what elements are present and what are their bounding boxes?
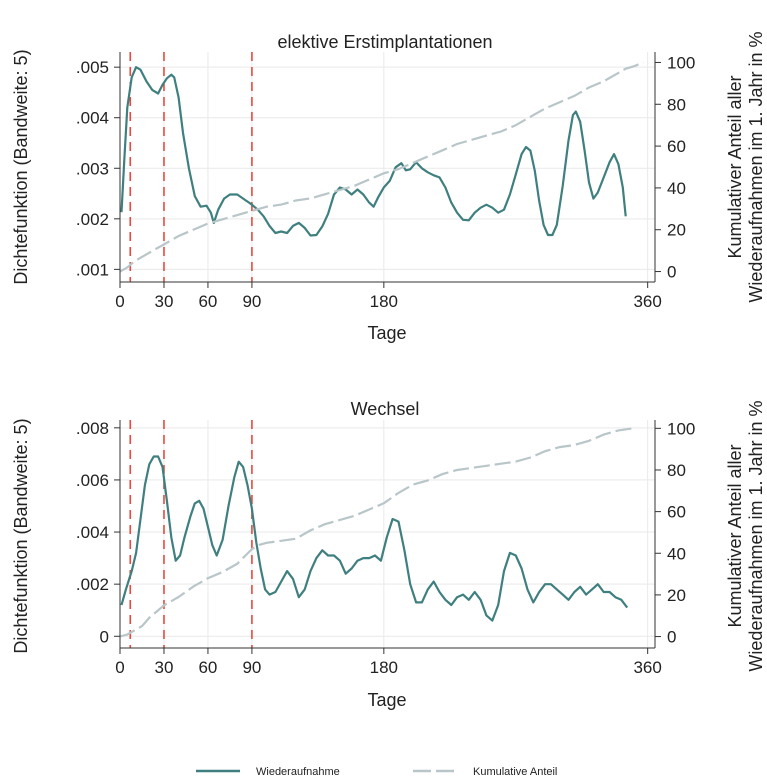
- x-axis-label: Tage: [367, 690, 406, 710]
- y-tick-label: .004: [76, 523, 109, 542]
- chart-title: Wechsel: [351, 399, 420, 419]
- x-tick-label: 360: [633, 292, 661, 311]
- y-tick-label: .002: [76, 575, 109, 594]
- chart-panel-wechsel: Wechsel 0 30 60 90 180 360 0 .002 .004 .006 .008 0 2…: [11, 399, 766, 710]
- y2-tick-label: 20: [667, 221, 686, 240]
- y2-tick-label: 0: [667, 628, 676, 647]
- y2-tick-label: 80: [667, 95, 686, 114]
- legend: Wiederaufnahme Kumulative Anteil: [196, 766, 557, 778]
- x-tick-label: 0: [115, 658, 124, 677]
- x-tick-label: 30: [155, 292, 174, 311]
- x-tick-label: 90: [242, 658, 261, 677]
- y2-tick-label: 100: [667, 419, 695, 438]
- y-tick-label: 0: [100, 627, 109, 646]
- series-line-kumulative-anteil: [119, 61, 644, 273]
- y-axis-label: Dichtefunktion (Bandweite: 5): [11, 49, 31, 284]
- y-tick-label: .004: [76, 109, 109, 128]
- y-tick-label: .005: [76, 58, 109, 77]
- x-tick-label: 60: [198, 292, 217, 311]
- y2-tick-label: 20: [667, 586, 686, 605]
- x-tick-label: 180: [370, 292, 398, 311]
- y-tick-label: .002: [76, 210, 109, 229]
- x-tick-label: 90: [242, 292, 261, 311]
- y2-tick-label: 80: [667, 461, 686, 480]
- x-tick-label: 0: [115, 292, 124, 311]
- y2-axis-label-line1: Kumulativer Anteil aller: [725, 444, 745, 627]
- y-axis-label: Dichtefunktion (Bandweite: 5): [11, 418, 31, 653]
- y2-tick-label: 40: [667, 179, 686, 198]
- y2-tick-label: 100: [667, 53, 695, 72]
- y2-axis-label-line1: Kumulativer Anteil aller: [725, 75, 745, 258]
- y2-tick-label: 0: [667, 263, 676, 282]
- x-tick-label: 60: [198, 658, 217, 677]
- chart-panel-elective: elektive Erstimplantationen 0 30 60 90 180 36…: [11, 31, 766, 343]
- y-tick-label: .001: [76, 260, 109, 279]
- y-tick-label: .006: [76, 471, 109, 490]
- y2-tick-label: 60: [667, 137, 686, 156]
- y2-tick-label: 60: [667, 503, 686, 522]
- legend-label-kumulative-anteil: Kumulative Anteil: [473, 766, 557, 778]
- y2-tick-label: 40: [667, 544, 686, 563]
- y2-axis-label-line2: Wiederaufnahmen im 1. Jahr in %: [746, 400, 766, 671]
- y-tick-label: .008: [76, 419, 109, 438]
- x-axis-label: Tage: [367, 323, 406, 343]
- chart-title: elektive Erstimplantationen: [277, 32, 492, 52]
- y-tick-label: .003: [76, 159, 109, 178]
- x-tick-label: 30: [155, 658, 174, 677]
- series-line-wiederaufnahme: [120, 455, 629, 622]
- series-line-kumulative-anteil: [119, 427, 634, 638]
- x-tick-label: 360: [633, 658, 661, 677]
- legend-label-wiederaufnahme: Wiederaufnahme: [256, 766, 340, 778]
- x-tick-label: 180: [370, 658, 398, 677]
- y2-axis-label-line2: Wiederaufnahmen im 1. Jahr in %: [746, 31, 766, 302]
- series-line-wiederaufnahme: [120, 66, 627, 237]
